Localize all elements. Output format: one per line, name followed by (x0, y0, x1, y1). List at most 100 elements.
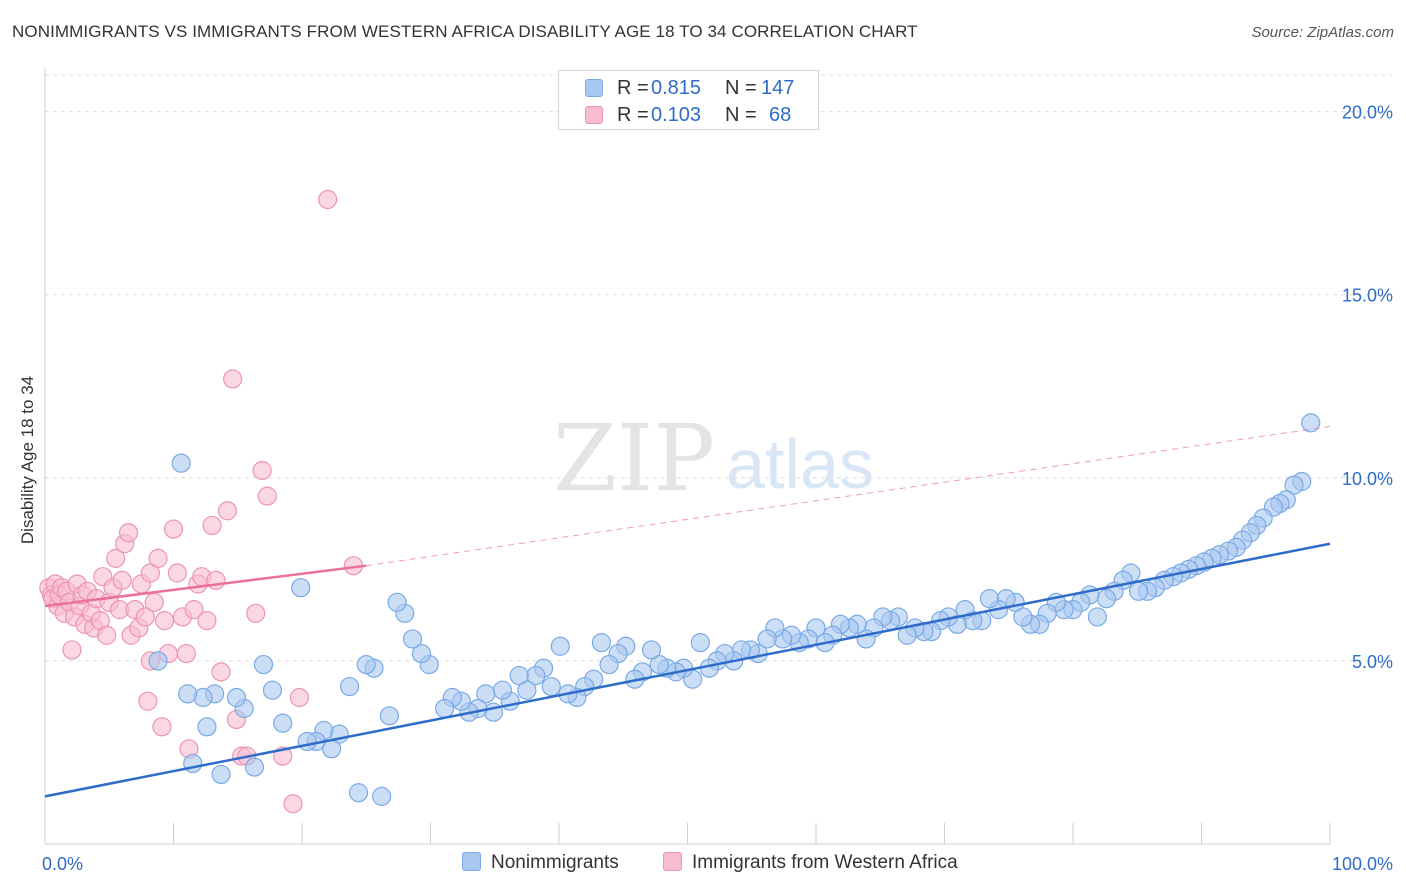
immigrants-trend-extension (366, 426, 1331, 567)
blue-swatch (462, 852, 481, 871)
pink-swatch (663, 852, 682, 871)
correlation-legend: R = 0.815 N = 147 R = 0.103 N = 68 (558, 70, 819, 130)
immigrants-point (167, 563, 187, 583)
immigrants-point (197, 611, 217, 631)
immigrants-point (118, 523, 139, 543)
watermark-atlas: atlas (726, 425, 874, 503)
trend-lines (44, 426, 1331, 798)
immigrants-point (202, 515, 222, 536)
watermark: ZIP atlas (553, 405, 874, 512)
immigrants-trend-line (44, 564, 367, 608)
nonimmigrants-point (387, 592, 407, 612)
nonimmigrants-point (356, 654, 376, 675)
nonimmigrants-point (171, 453, 191, 473)
immigrants-point (223, 369, 243, 389)
nonimmigrants-point (411, 643, 432, 664)
y-axis-label: Disability Age 18 to 34 (18, 375, 37, 545)
immigrants-point (135, 607, 155, 627)
legend-row-immigrants: R = 0.103 N = 68 (559, 102, 818, 129)
immigrants-point (163, 519, 184, 539)
tick-labels: 5.0% 10.0% 15.0% 20.0% 0.0% 100.0% (42, 103, 1393, 874)
nonimmigrants-point (599, 654, 619, 675)
y-tick-label: 10.0% (1342, 469, 1393, 489)
nonimmigrants-point (1128, 581, 1149, 601)
immigrants-point (206, 570, 226, 590)
nonimmigrants-point (244, 757, 265, 777)
y-tick-label: 15.0% (1342, 286, 1393, 306)
nonimmigrants-point (379, 706, 399, 726)
immigrants-point (152, 717, 172, 737)
n-value: 68 (769, 104, 792, 126)
blue-swatch (585, 79, 603, 97)
nonimmigrants-point (211, 764, 231, 785)
axes (44, 68, 1331, 845)
immigrants-point (318, 189, 338, 210)
immigrants-point (289, 687, 310, 708)
chart-title: NONIMMIGRANTS VS IMMIGRANTS FROM WESTERN… (12, 22, 918, 41)
nonimmigrants-point (253, 654, 274, 675)
nonimmigrants-point (1301, 413, 1321, 433)
watermark-zip: ZIP (553, 405, 715, 512)
n-label: N = (725, 104, 757, 126)
nonimmigrants-point (550, 636, 570, 656)
nonimmigrants-point (1087, 607, 1108, 627)
r-label: R = (617, 104, 649, 126)
x-tick-label: 0.0% (42, 854, 83, 874)
immigrants-point (184, 600, 204, 620)
nonimmigrants-point (178, 684, 198, 704)
nonimmigrants-point (291, 578, 311, 598)
nonimmigrants-point (348, 783, 369, 803)
r-value: 0.103 (651, 104, 702, 126)
nonimmigrants-point (402, 629, 423, 649)
nonimmigrants-point (435, 698, 455, 719)
nonimmigrants-point (1096, 589, 1117, 609)
y-tick-label: 5.0% (1352, 652, 1393, 672)
immigrants-point (283, 794, 303, 814)
immigrants-point (246, 603, 266, 623)
r-value: 0.815 (651, 77, 702, 99)
n-value: 147 (761, 77, 795, 99)
n-label: N = (725, 77, 757, 99)
legend-nonimmigrants-label: Nonimmigrants (491, 852, 619, 873)
nonimmigrants-point (226, 687, 247, 708)
nonimmigrants-point (372, 786, 392, 806)
nonimmigrants-point (262, 680, 283, 700)
x-tick-label: 100.0% (1332, 854, 1393, 874)
immigrants-point (62, 640, 82, 660)
immigrants-point (257, 486, 277, 506)
nonimmigrants-point (148, 651, 168, 671)
pink-swatch (585, 106, 603, 124)
nonimmigrants-point (591, 632, 612, 653)
immigrants-point (106, 548, 126, 568)
immigrants-point (176, 643, 196, 664)
nonimmigrants-point (757, 629, 777, 649)
nonimmigrants-point (541, 676, 561, 697)
nonimmigrants-point (492, 680, 513, 700)
y-tick-label: 20.0% (1342, 103, 1393, 123)
immigrants-point (148, 548, 168, 568)
immigrants-point (112, 570, 132, 590)
nonimmigrants-point (273, 713, 293, 733)
immigrants-point (217, 501, 238, 521)
immigrants-point (138, 691, 158, 711)
nonimmigrants-point (297, 731, 317, 752)
legend-immigrants-label: Immigrants from Western Africa (692, 852, 958, 873)
immigrants-point (154, 611, 175, 631)
immigrants-point (144, 592, 164, 612)
legend-row-nonimmigrants: R = 0.815 N = 147 (559, 75, 818, 102)
nonimmigrants-point (979, 589, 1000, 609)
source-credit: Source: ZipAtlas.com (1251, 24, 1394, 41)
nonimmigrants-point (641, 640, 662, 660)
nonimmigrants-trend-line (44, 542, 1331, 798)
nonimmigrants-point (197, 717, 217, 737)
nonimmigrants-point (690, 632, 710, 653)
immigrants-point (97, 625, 117, 645)
nonimmigrants-point (509, 665, 529, 686)
r-label: R = (617, 77, 649, 99)
nonimmigrants-point (339, 676, 360, 697)
immigrants-point (252, 460, 272, 481)
immigrants-point (211, 662, 231, 682)
legend-immigrants: Immigrants from Western Africa (663, 852, 958, 874)
legend-nonimmigrants: Nonimmigrants (462, 852, 619, 874)
